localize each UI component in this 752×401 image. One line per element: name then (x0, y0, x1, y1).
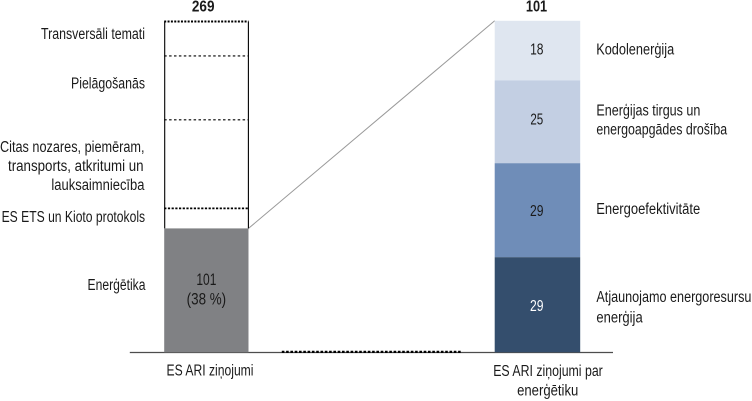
svg-text:Pielāgošanās: Pielāgošanās (71, 75, 145, 92)
svg-text:transports, atkritumi un: transports, atkritumi un (8, 158, 144, 175)
svg-text:Energoefektivitāte: Energoefektivitāte (596, 201, 700, 218)
svg-text:29: 29 (530, 203, 544, 220)
svg-text:Transversāli temati: Transversāli temati (41, 26, 145, 43)
svg-text:Kodolenerģija: Kodolenerģija (596, 42, 674, 59)
svg-text:energoapgādes drošība: energoapgādes drošība (596, 122, 727, 139)
svg-text:29: 29 (530, 298, 544, 315)
svg-text:enerģija: enerģija (596, 310, 643, 327)
svg-text:Atjaunojamo energoresursu: Atjaunojamo energoresursu (596, 289, 751, 306)
svg-text:lauksaimniecība: lauksaimniecība (51, 177, 144, 194)
svg-text:18: 18 (530, 41, 543, 58)
svg-text:Citas nozares, piemēram,: Citas nozares, piemēram, (0, 139, 145, 156)
svg-text:Enerģijas tirgus un: Enerģijas tirgus un (596, 102, 700, 119)
svg-text:101: 101 (526, 0, 547, 16)
svg-text:25: 25 (530, 112, 543, 129)
svg-text:101: 101 (196, 270, 216, 289)
svg-text:ES ARI ziņojumi par: ES ARI ziņojumi par (493, 363, 603, 380)
svg-text:ES ARI ziņojumi: ES ARI ziņojumi (167, 363, 254, 380)
svg-text:enerģētiku: enerģētiku (517, 382, 578, 399)
svg-text:(38 %): (38 %) (187, 290, 227, 309)
svg-text:ES ETS un Kioto protokols: ES ETS un Kioto protokols (2, 209, 146, 226)
svg-text:Enerģētika: Enerģētika (88, 277, 146, 294)
svg-text:269: 269 (192, 0, 215, 16)
